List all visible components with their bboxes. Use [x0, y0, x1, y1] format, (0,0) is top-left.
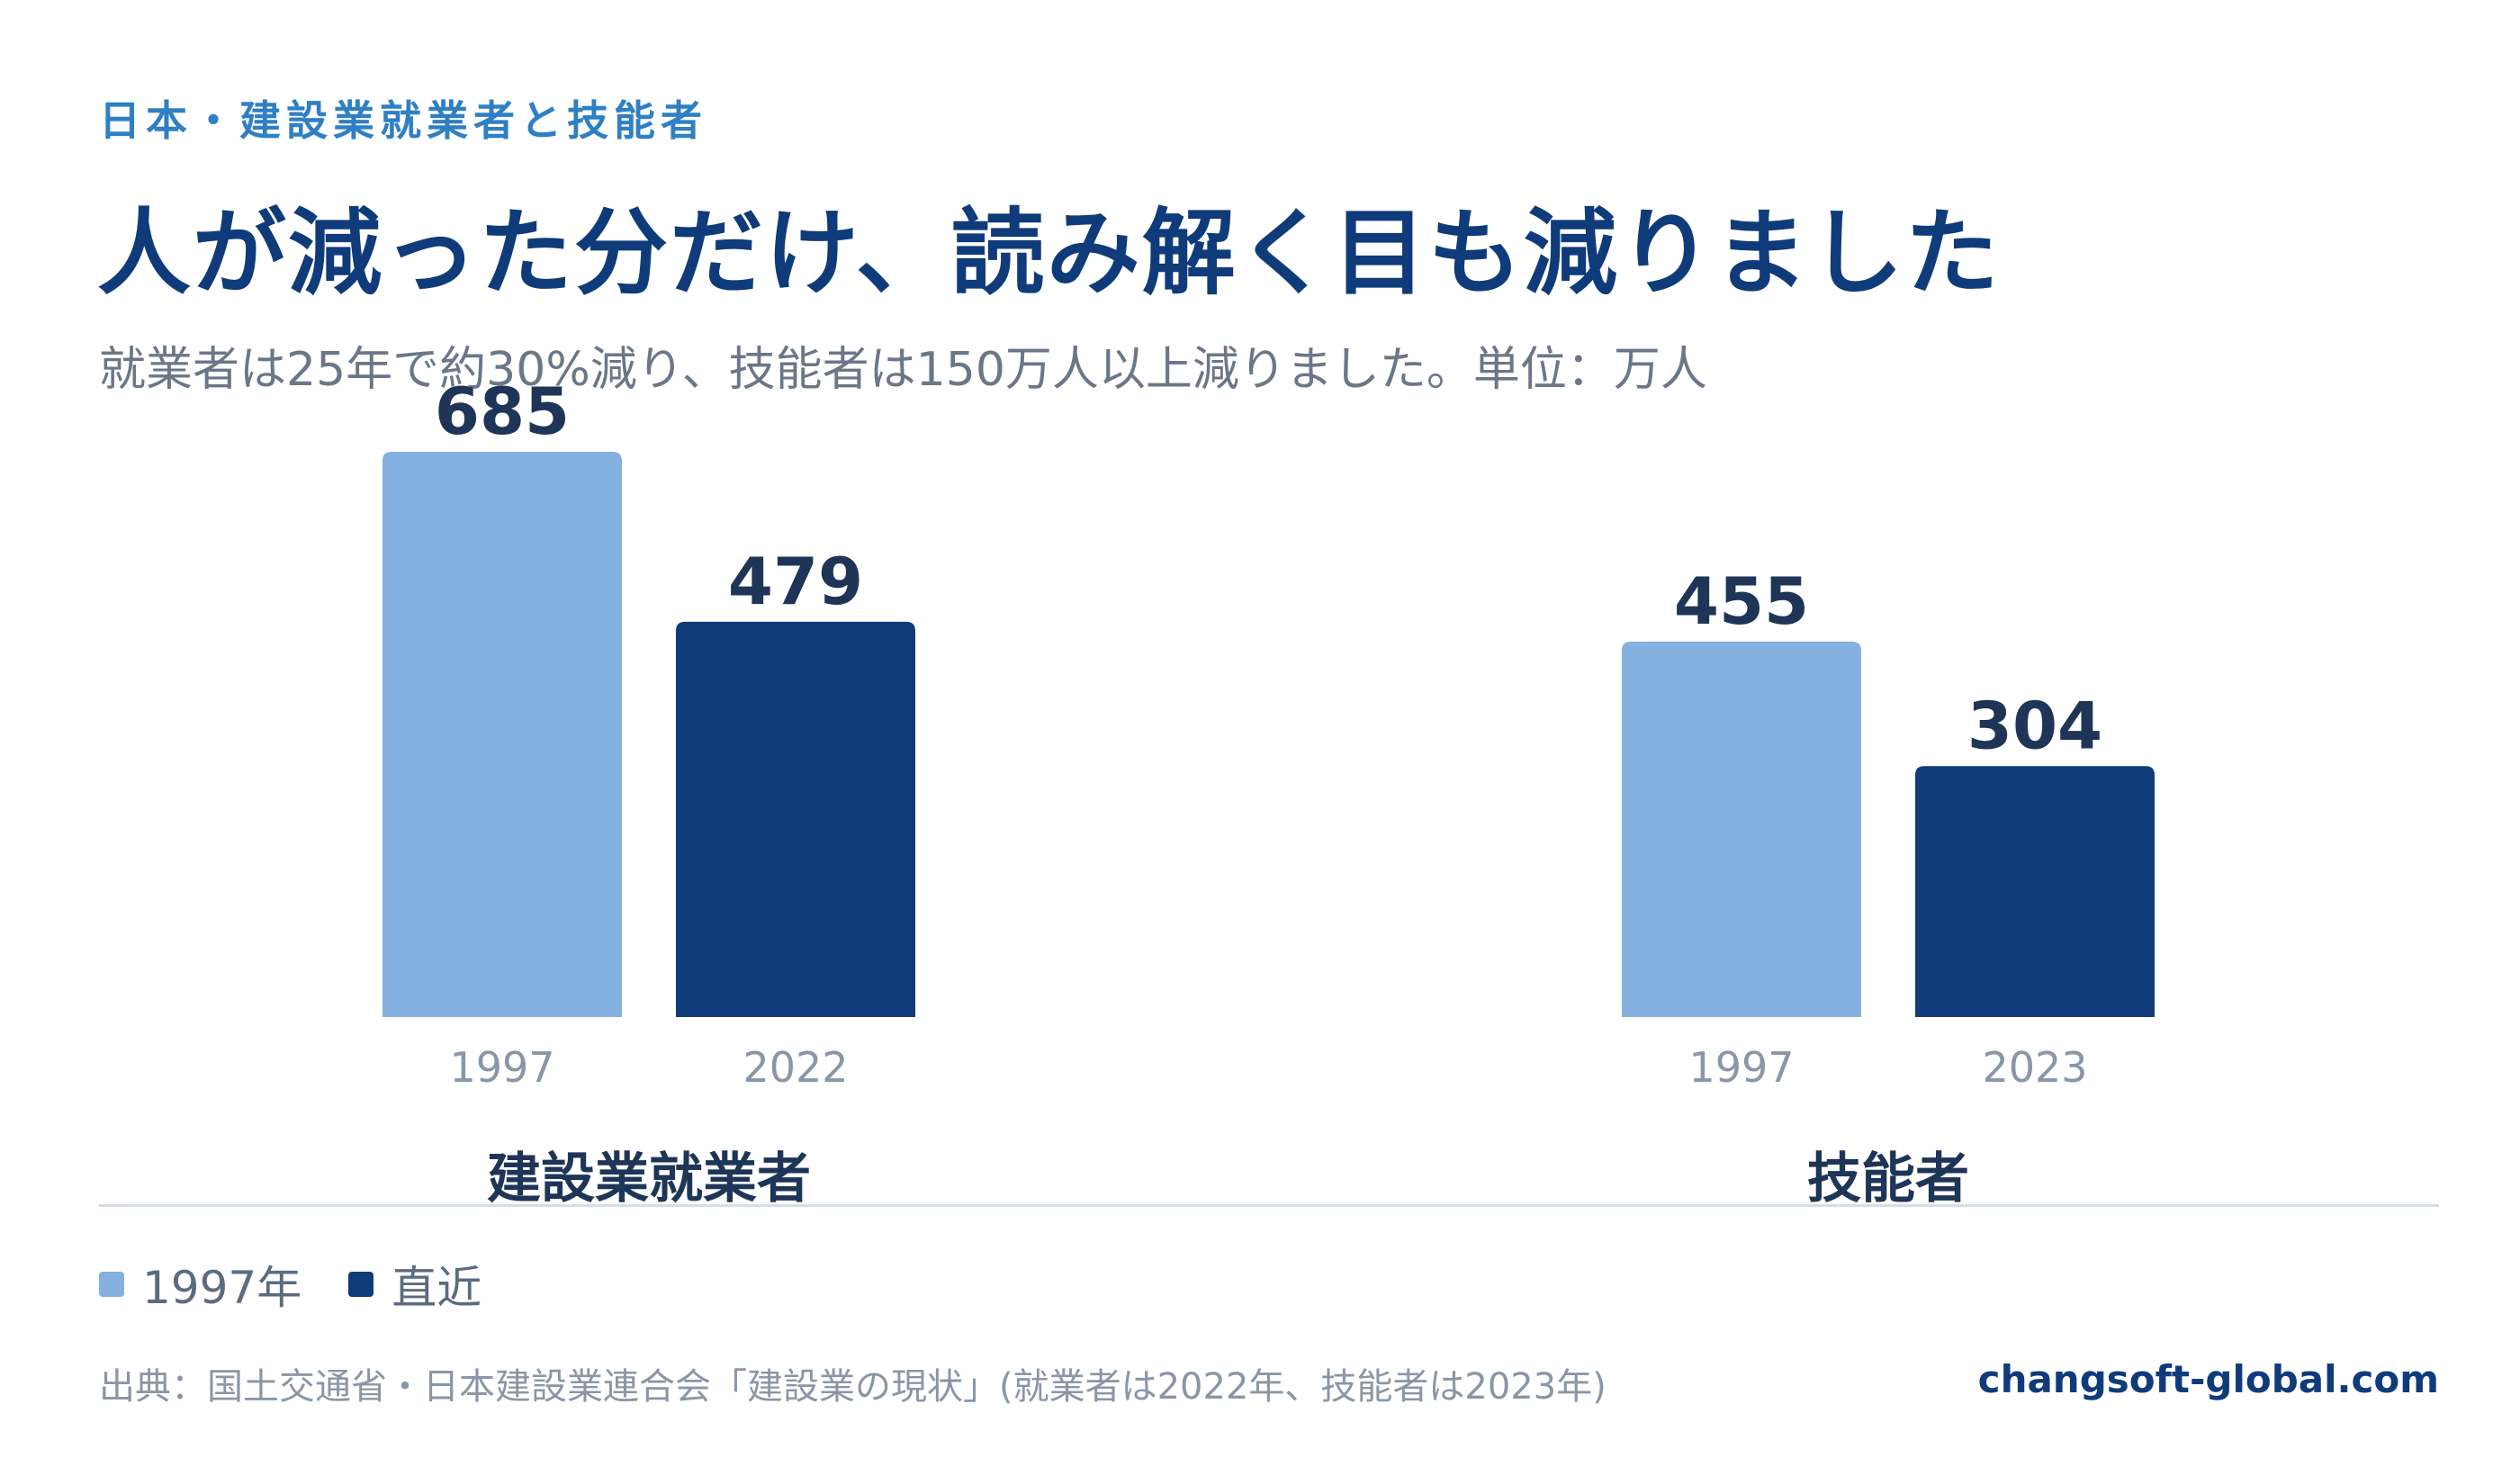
bar-value-label: 455	[1674, 563, 1809, 639]
chart-subtitle: 就業者は25年で約30%減り、技能者は150万人以上減りました。単位：万人	[99, 343, 1707, 397]
legend-swatch-1997	[99, 1272, 124, 1297]
divider	[99, 1204, 2439, 1207]
bar-chart: 685 1997 479 2022 建設業就業者 455 1997 304 2023 技能者	[382, 374, 2155, 1206]
bar-0-0	[382, 452, 622, 1017]
category-tick-label: 1997	[449, 1043, 554, 1092]
bar-0-1	[676, 621, 915, 1017]
bar-value-label: 479	[728, 544, 863, 619]
eyebrow-label: 日本・建設業就業者と技能者	[99, 96, 707, 145]
group-label: 建設業就業者	[487, 1148, 811, 1206]
chart-headline: 人が減った分だけ、読み解く目も減りました	[97, 198, 2001, 308]
legend-label-recent: 直近	[392, 1262, 482, 1314]
legend: 1997年 直近	[99, 1253, 528, 1316]
category-tick-label: 1997	[1688, 1043, 1794, 1092]
brand-link[interactable]: changsoft-global.com	[1977, 1357, 2439, 1401]
legend-swatch-recent	[348, 1272, 374, 1297]
source-note: 出典：国土交通省・日本建設業連合会「建設業の現状」(就業者は2022年、技能者は…	[99, 1366, 1606, 1408]
legend-item-recent: 直近	[348, 1252, 482, 1317]
bar-value-label: 304	[1967, 688, 2102, 763]
bar-1-1	[1915, 766, 2155, 1017]
legend-item-1997: 1997年	[99, 1252, 302, 1317]
group-label: 技能者	[1807, 1148, 1969, 1206]
bar-1-0	[1622, 641, 1861, 1017]
category-tick-label: 2022	[742, 1043, 848, 1092]
legend-label-1997: 1997年	[142, 1262, 302, 1314]
category-tick-label: 2023	[1982, 1043, 2087, 1092]
bar-value-label: 685	[435, 374, 570, 449]
